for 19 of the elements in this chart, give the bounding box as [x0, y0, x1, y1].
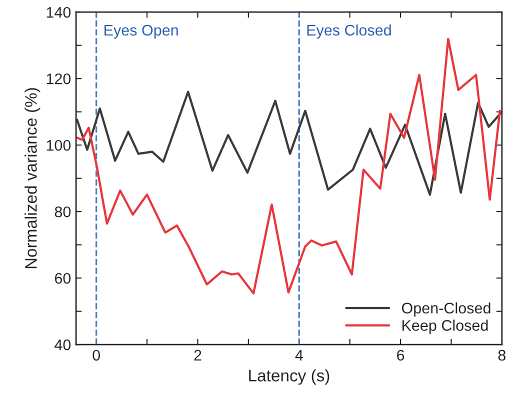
legend-label: Open-Closed: [402, 302, 490, 317]
x-tick-label: 8: [498, 350, 506, 361]
annotation: Eyes Open: [104, 24, 178, 39]
y-tick-label: 140: [46, 6, 71, 18]
y-axis-title: Normalized variance (%): [24, 88, 40, 268]
y-tick-label: 60: [54, 272, 71, 284]
x-axis-title: Latency (s): [249, 369, 330, 385]
annotation: Eyes Closed: [307, 24, 391, 39]
x-tick-label: 6: [397, 350, 404, 361]
x-tick-label: 2: [194, 350, 202, 360]
line-series: [76, 90, 502, 196]
y-tick-label: 40: [54, 339, 71, 350]
x-tick-label: 4: [295, 350, 303, 360]
legend-label: Keep Closed: [402, 320, 488, 334]
y-tick-label: 100: [46, 140, 71, 151]
y-tick-label: 80: [54, 206, 71, 218]
line-series: [76, 38, 502, 294]
y-tick-label: 120: [46, 73, 71, 84]
x-tick-label: 0: [92, 350, 100, 361]
